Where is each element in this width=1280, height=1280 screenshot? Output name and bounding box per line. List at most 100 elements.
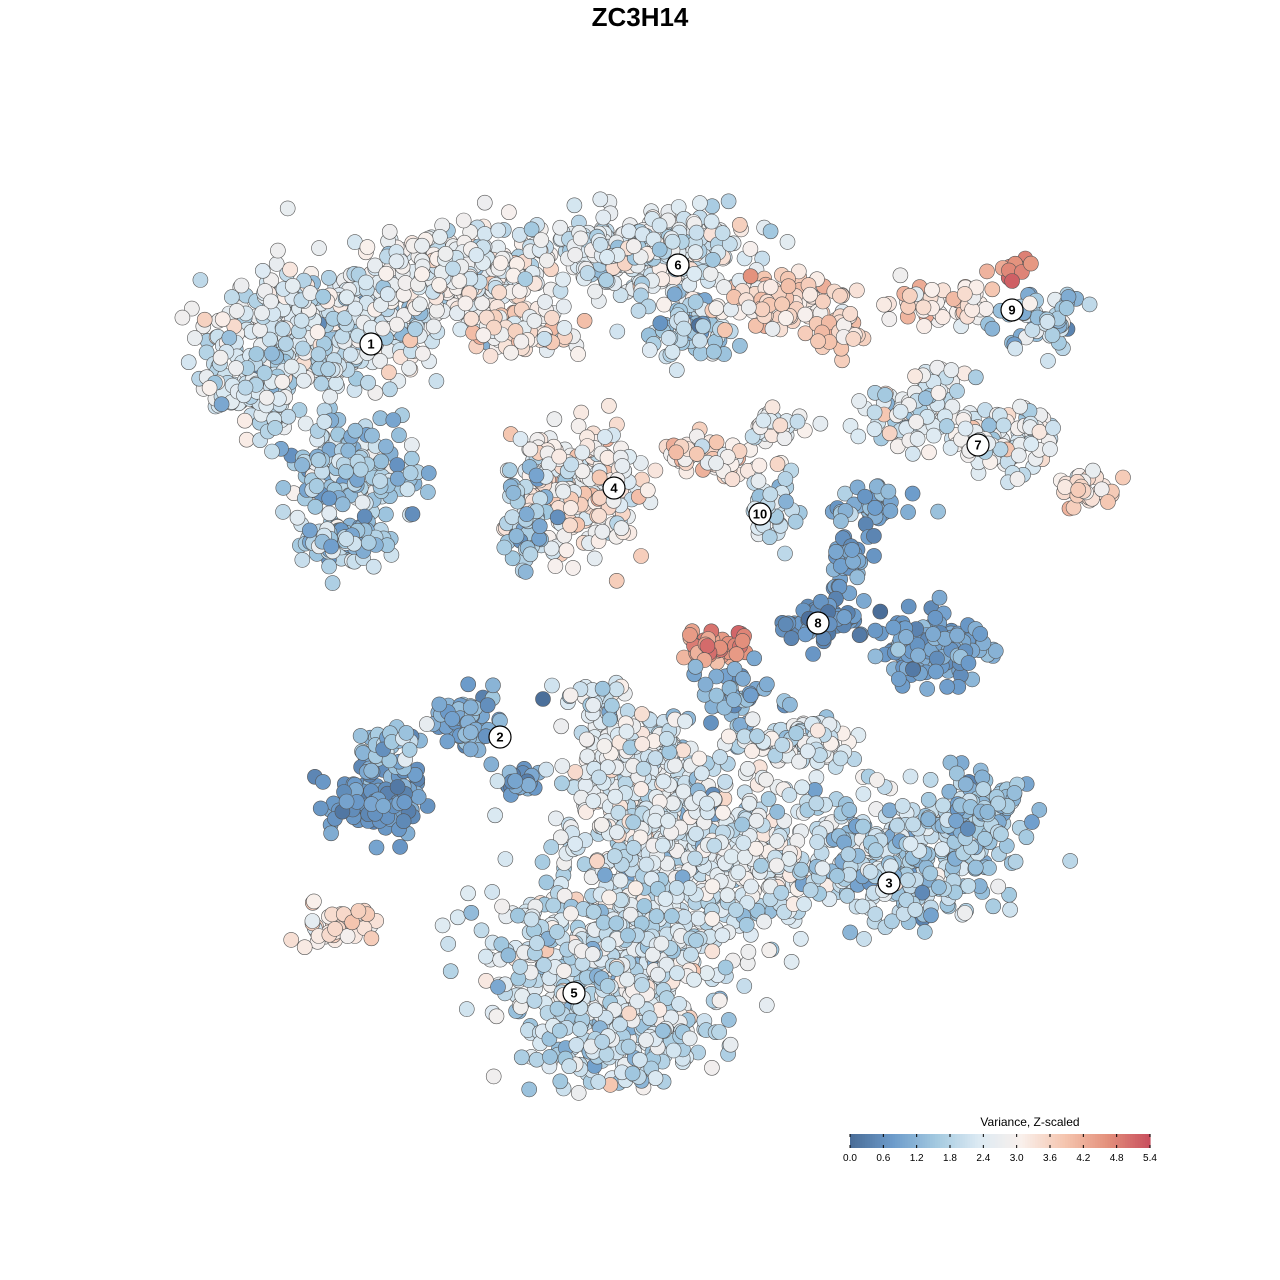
cell-point xyxy=(809,834,826,850)
cell-point xyxy=(855,786,872,802)
cell-point xyxy=(881,425,898,442)
cell-point xyxy=(633,781,650,797)
cell-point xyxy=(979,263,995,280)
cell-point xyxy=(777,545,793,562)
cell-point xyxy=(478,948,494,965)
cell-point xyxy=(802,286,818,303)
cell-point xyxy=(780,278,797,295)
cell-point xyxy=(625,238,642,254)
cell-point xyxy=(563,905,579,922)
cell-point xyxy=(322,388,338,405)
cell-point xyxy=(378,438,394,455)
cell-point xyxy=(528,467,545,484)
cell-point xyxy=(855,593,872,609)
cell-point xyxy=(692,195,708,211)
cell-point xyxy=(567,836,584,852)
cell-point xyxy=(717,959,734,976)
cell-point xyxy=(902,768,919,785)
cell-point xyxy=(751,457,768,474)
cell-point xyxy=(840,846,857,863)
cell-point xyxy=(389,316,405,333)
cell-point xyxy=(196,311,213,328)
cell-point xyxy=(769,456,786,472)
cell-point xyxy=(396,794,413,811)
cell-point xyxy=(650,966,666,983)
cell-point xyxy=(513,1049,530,1066)
cell-point xyxy=(706,837,723,854)
cell-point xyxy=(851,393,867,409)
cell-point xyxy=(660,330,677,346)
cell-point xyxy=(805,646,821,662)
cell-point xyxy=(308,478,325,494)
cell-point xyxy=(431,696,448,713)
cell-point xyxy=(993,826,1009,843)
cell-point xyxy=(666,286,683,303)
cell-point xyxy=(894,798,911,814)
cell-point xyxy=(542,1049,558,1065)
cell-point xyxy=(688,932,704,949)
cell-point xyxy=(538,761,555,778)
cell-point xyxy=(274,373,291,390)
cell-point xyxy=(949,383,965,399)
cell-point xyxy=(789,413,806,430)
cell-point xyxy=(597,867,613,883)
cell-point xyxy=(549,1000,566,1017)
cell-point xyxy=(1010,447,1027,464)
cell-point xyxy=(301,522,318,539)
cell-point xyxy=(866,528,882,544)
cell-point xyxy=(794,779,810,796)
cell-point xyxy=(391,427,407,444)
cell-point xyxy=(625,839,642,856)
cell-point xyxy=(587,283,603,300)
cell-point xyxy=(939,678,955,695)
cell-point xyxy=(949,627,966,644)
cell-point xyxy=(995,417,1012,434)
cell-point xyxy=(753,857,769,874)
cell-point xyxy=(633,548,649,564)
cell-point xyxy=(307,498,324,515)
cell-point xyxy=(460,676,477,693)
cell-point xyxy=(414,345,431,362)
cell-point xyxy=(608,915,625,932)
cell-point xyxy=(1044,327,1061,343)
cell-point xyxy=(620,927,636,944)
cell-point xyxy=(761,529,778,546)
cell-point xyxy=(228,360,244,376)
cell-point xyxy=(284,277,301,294)
cell-point xyxy=(381,364,397,381)
cell-point xyxy=(562,500,579,516)
cell-point xyxy=(872,603,889,620)
cell-point xyxy=(742,268,759,285)
cell-point xyxy=(485,677,501,694)
cell-point xyxy=(364,427,380,444)
cell-point xyxy=(609,824,625,841)
cell-point xyxy=(334,496,351,513)
cell-point xyxy=(1062,853,1078,869)
cell-point xyxy=(309,324,326,340)
cell-point xyxy=(990,878,1007,895)
cell-point xyxy=(720,1012,737,1028)
cell-point xyxy=(476,226,493,242)
cell-point xyxy=(648,908,665,925)
cell-point xyxy=(699,638,716,654)
cell-point xyxy=(687,244,704,260)
cell-point xyxy=(832,287,848,304)
cell-point xyxy=(686,265,703,282)
cell-point xyxy=(907,901,924,918)
cell-point xyxy=(967,859,984,876)
cell-point xyxy=(608,572,625,589)
cell-point xyxy=(568,1037,585,1053)
cell-point xyxy=(833,513,849,530)
cell-point xyxy=(703,213,720,230)
cell-point xyxy=(1100,494,1116,510)
cell-point xyxy=(573,404,590,421)
cell-point xyxy=(778,493,794,510)
cell-point xyxy=(410,789,427,805)
cell-point xyxy=(902,836,919,852)
cell-point xyxy=(494,898,510,915)
cell-point xyxy=(280,408,297,425)
cell-point xyxy=(841,802,858,818)
cell-point xyxy=(930,503,946,520)
cell-point xyxy=(900,504,916,520)
cell-point xyxy=(607,788,624,805)
